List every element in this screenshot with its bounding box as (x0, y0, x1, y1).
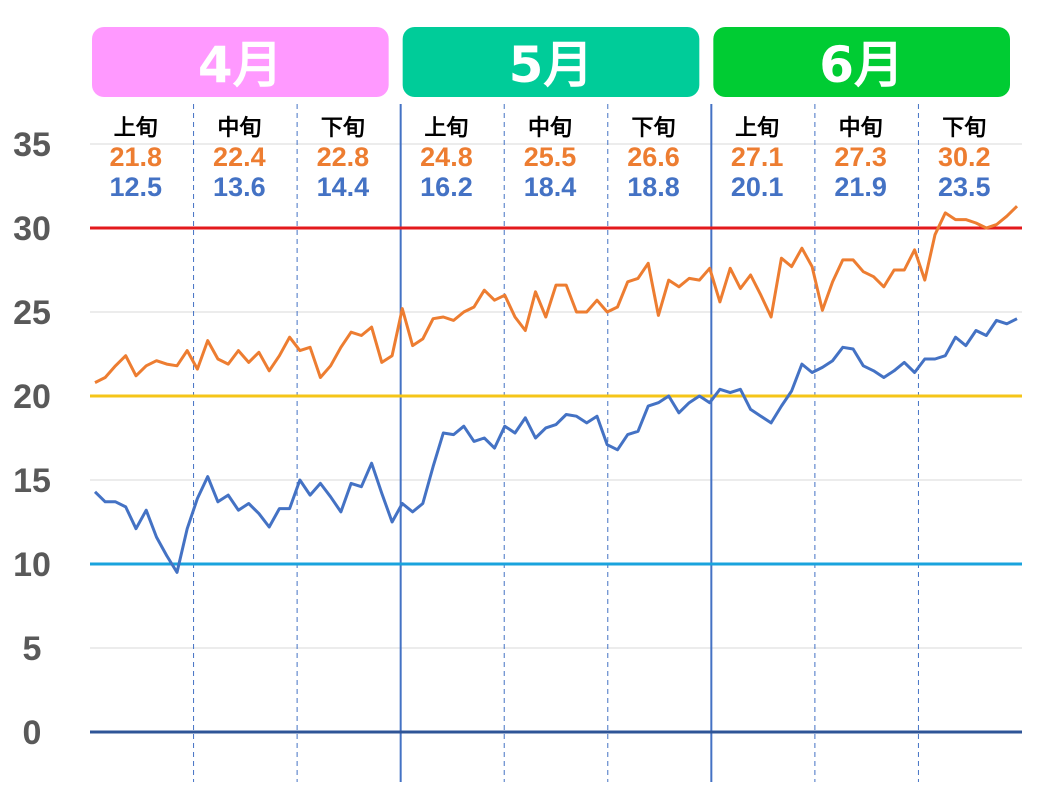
month-headers: 4月 5月 6月 (92, 27, 1010, 97)
month-header-box (713, 27, 1010, 97)
y-axis-ticks: 0 5 10 15 20 25 30 35 (13, 126, 51, 752)
period-label: 下旬 (942, 115, 986, 141)
period-low-average: 13.6 (213, 172, 266, 202)
grid-layer (90, 143, 1022, 733)
period-high-average: 26.6 (627, 142, 680, 172)
period-label: 中旬 (839, 115, 883, 141)
low-temperature-line (93, 317, 1018, 574)
y-tick-label: 0 (23, 714, 42, 752)
period-label: 下旬 (321, 115, 365, 141)
period-low-average: 14.4 (317, 172, 370, 202)
period-label: 上旬 (735, 115, 779, 141)
y-tick-label: 25 (13, 294, 51, 332)
period-label: 中旬 (528, 115, 572, 141)
period-high-average: 27.1 (731, 142, 784, 172)
period-label: 上旬 (114, 115, 158, 141)
period-labels: 上旬21.812.5中旬22.413.6下旬22.814.4上旬24.816.2… (109, 115, 990, 202)
month-header-box (402, 27, 700, 97)
period-label: 下旬 (632, 115, 676, 141)
y-tick-label: 5 (23, 630, 42, 668)
high-temperature-line (94, 205, 1019, 384)
period-low-average: 20.1 (731, 172, 784, 202)
y-tick-label: 15 (13, 462, 51, 500)
period-low-average: 18.8 (627, 172, 680, 202)
month-header-label: 6月 (819, 36, 904, 94)
period-high-average: 21.8 (109, 142, 162, 172)
period-high-average: 25.5 (524, 142, 577, 172)
month-header-label: 4月 (198, 36, 283, 94)
reference-lines (90, 226, 1022, 734)
period-high-average: 27.3 (834, 142, 887, 172)
period-low-average: 16.2 (420, 172, 473, 202)
month-header-box (92, 27, 389, 97)
period-label: 中旬 (217, 115, 261, 141)
period-high-average: 30.2 (938, 142, 991, 172)
period-high-average: 24.8 (420, 142, 473, 172)
month-header-label: 5月 (509, 36, 594, 94)
divider-layer (193, 104, 919, 782)
period-label: 上旬 (424, 115, 468, 141)
y-tick-label: 10 (13, 546, 51, 584)
period-high-average: 22.8 (317, 142, 370, 172)
period-low-average: 12.5 (109, 172, 162, 202)
y-tick-label: 20 (13, 378, 51, 416)
series-layer (93, 205, 1019, 574)
y-tick-label: 35 (13, 126, 51, 164)
period-high-average: 22.4 (213, 142, 266, 172)
period-low-average: 18.4 (524, 172, 577, 202)
period-low-average: 21.9 (834, 172, 887, 202)
y-tick-label: 30 (13, 210, 51, 248)
period-low-average: 23.5 (938, 172, 991, 202)
